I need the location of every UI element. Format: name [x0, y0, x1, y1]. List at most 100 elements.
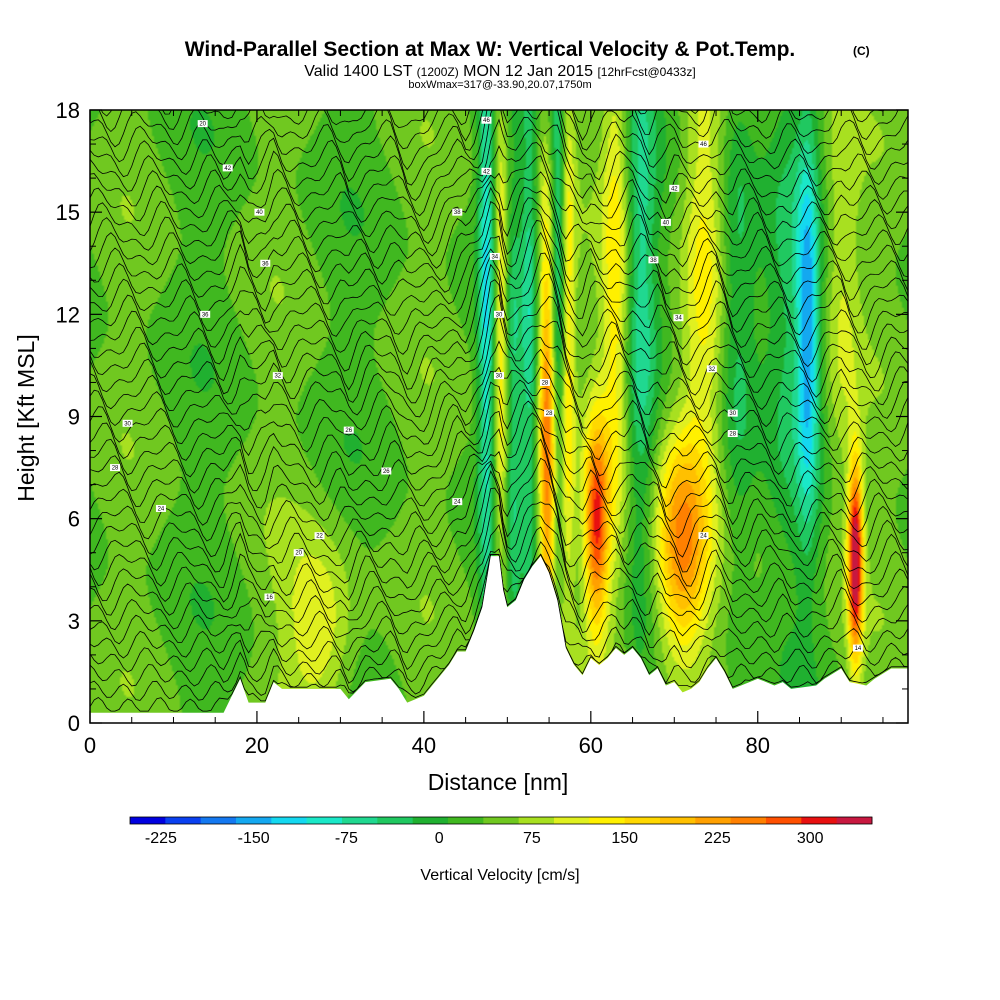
isentrope-label: 14 — [852, 644, 863, 652]
svg-text:30: 30 — [496, 374, 503, 380]
svg-text:40: 40 — [256, 210, 263, 216]
isentrope-label: 28 — [539, 378, 550, 386]
colorbar-tick-label: 0 — [435, 830, 444, 847]
chart-title-mark: (C) — [853, 44, 870, 58]
svg-text:38: 38 — [454, 210, 461, 216]
isentrope-line — [90, 186, 908, 298]
isentrope-line — [90, 142, 908, 252]
y-tick-label: 12 — [56, 302, 80, 327]
subtitle-zulu: (1200Z) — [417, 65, 459, 79]
colorbar-swatch — [200, 817, 237, 824]
isentrope-line — [90, 541, 908, 659]
svg-text:24: 24 — [158, 506, 165, 512]
x-tick-label: 80 — [746, 733, 770, 758]
svg-text:40: 40 — [663, 220, 670, 226]
isentrope-line — [90, 366, 908, 478]
isentrope-label: 30 — [122, 419, 133, 427]
colorbar-swatch — [695, 817, 732, 824]
isentrope-line — [90, 171, 908, 283]
isentrope-line — [90, 524, 908, 645]
y-tick-label: 9 — [68, 405, 80, 430]
colorbar-swatch — [624, 817, 661, 824]
svg-text:30: 30 — [729, 411, 736, 417]
colorbar-swatch — [271, 817, 308, 824]
svg-text:20: 20 — [199, 122, 206, 128]
svg-text:20: 20 — [295, 551, 302, 557]
isentrope-line — [90, 470, 908, 603]
y-tick-label: 18 — [56, 98, 80, 123]
isentrope-line — [90, 412, 908, 542]
x-tick-label: 40 — [412, 733, 436, 758]
isentrope-line — [90, 252, 908, 382]
colorbar-swatch — [518, 817, 555, 824]
svg-text:26: 26 — [345, 428, 352, 434]
isentrope-line — [90, 220, 908, 348]
isentrope-line — [90, 425, 908, 558]
svg-text:32: 32 — [709, 367, 716, 373]
colorbar-swatch — [412, 817, 449, 824]
svg-text:34: 34 — [675, 316, 682, 322]
isentrope-line — [90, 155, 908, 269]
colorbar-frame — [129, 816, 873, 825]
colorbar-swatch — [554, 817, 590, 824]
svg-text:30: 30 — [496, 312, 503, 318]
colorbar-swatch — [660, 817, 696, 824]
svg-text:28: 28 — [112, 466, 119, 472]
svg-text:14: 14 — [855, 646, 862, 652]
isentrope-labels: 20 42 40 36 36 32 30 28 24 26 26 24 22 20 16 46 42 38 34 30… — [110, 116, 863, 652]
colorbar-tick-label: 75 — [523, 830, 541, 847]
axis-ticks: 0 20 40 60 80 0 36 9 12 15 18 — [56, 98, 908, 758]
svg-text:38: 38 — [650, 258, 657, 264]
isentrope-label: 32 — [272, 372, 283, 380]
isentrope-label: 38 — [452, 208, 463, 216]
colorbar-swatch — [836, 817, 873, 824]
colorbar-swatch — [377, 817, 414, 824]
x-tick-label: 60 — [579, 733, 603, 758]
box-wmax-note: boxWmax=317@-33.90,20.07,1750m — [408, 79, 591, 91]
isentrope-line — [90, 294, 908, 428]
isentrope-label: 20 — [293, 549, 304, 557]
svg-text:28: 28 — [546, 411, 553, 417]
isentrope-label: 30 — [494, 372, 504, 380]
isentrope-line — [90, 208, 908, 331]
isentrope-line — [90, 388, 908, 510]
isentrope-line — [98, 110, 700, 133]
y-tick-label: 0 — [68, 711, 80, 736]
isentrope-line — [90, 504, 908, 631]
chart-title: Wind-Parallel Section at Max W: Vertical… — [185, 38, 796, 61]
svg-text:36: 36 — [262, 261, 269, 267]
svg-text:24: 24 — [700, 534, 707, 540]
colorbar-swatch — [483, 817, 520, 824]
svg-text:30: 30 — [124, 421, 131, 427]
isentrope-label: 36 — [200, 310, 211, 318]
svg-text:16: 16 — [266, 595, 273, 601]
isentrope-label: 24 — [155, 504, 166, 512]
colorbar-tick-label: -150 — [238, 830, 270, 847]
isentrope-line — [90, 197, 908, 315]
colorbar-tick-label: 225 — [704, 830, 731, 847]
isentrope-label: 26 — [343, 426, 354, 434]
isentrope-label: 42 — [222, 164, 233, 172]
isentrope-label: 24 — [698, 532, 709, 540]
svg-text:34: 34 — [491, 254, 498, 260]
isentrope-line — [90, 379, 908, 494]
colorbar-tick-label: -225 — [145, 830, 177, 847]
isentrope-label: 46 — [481, 116, 492, 124]
isentrope-label: 20 — [197, 120, 208, 128]
isentrope-line — [90, 110, 899, 163]
isentrope-label: 28 — [727, 430, 738, 438]
isentrope-label: 36 — [260, 259, 271, 267]
y-tick-label: 15 — [56, 200, 80, 225]
terrain-mask — [90, 556, 908, 723]
colorbar-tick-label: 150 — [611, 830, 638, 847]
svg-text:42: 42 — [224, 166, 231, 172]
colorbar-swatch — [130, 817, 166, 824]
isentrope-line — [90, 110, 885, 148]
isentrope-line — [90, 553, 908, 673]
x-tick-label: 0 — [84, 733, 96, 758]
isentrope-label: 32 — [706, 365, 717, 373]
colorbar-tick-label: 300 — [797, 830, 824, 847]
plot-area: 20 42 40 36 36 32 30 28 24 26 26 24 22 20 16 46 42 38 34 30… — [90, 110, 908, 723]
isentrope-label: 46 — [698, 140, 709, 148]
isentrope-line — [90, 110, 908, 178]
